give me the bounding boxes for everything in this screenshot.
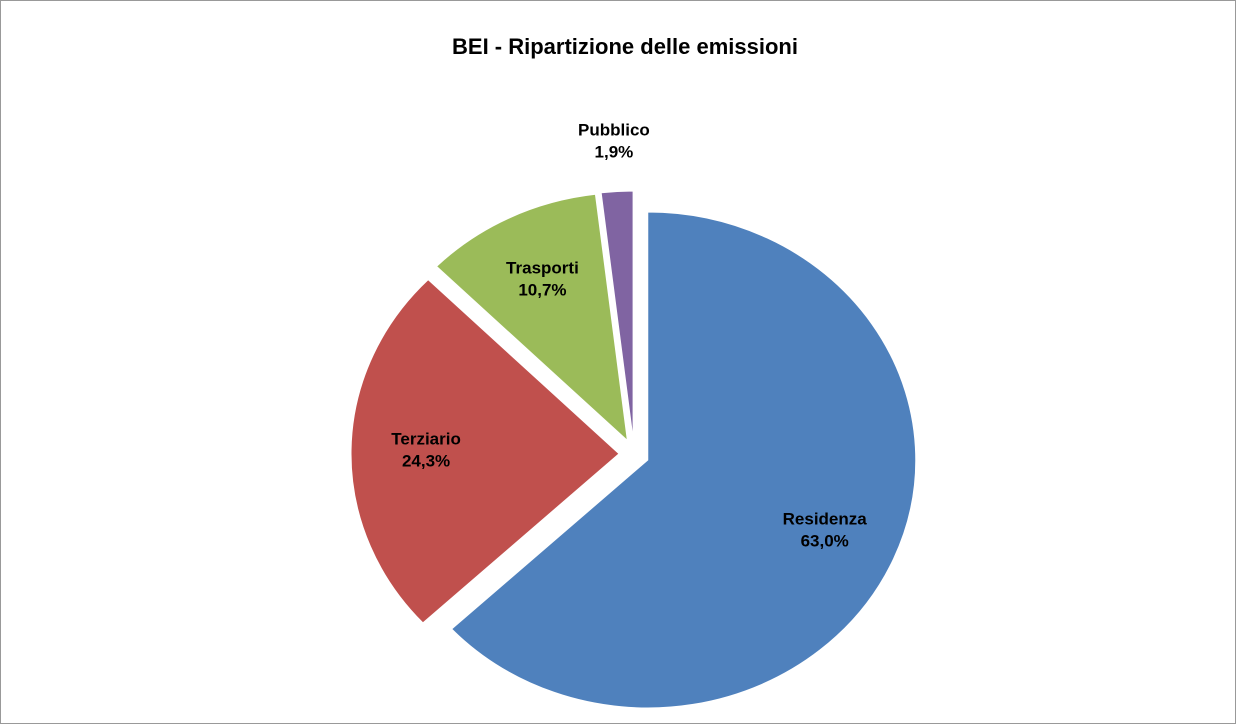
- pie-slice: [435, 193, 629, 442]
- slice-label: Pubblico: [578, 120, 650, 139]
- slice-value-label: 24,3%: [402, 452, 450, 471]
- slice-value-label: 63,0%: [801, 532, 849, 551]
- slice-label: Terziario: [391, 430, 461, 449]
- slice-label: Trasporti: [506, 259, 579, 278]
- slice-value-label: 10,7%: [518, 281, 566, 300]
- slice-label: Residenza: [783, 510, 868, 529]
- pie-slice: [600, 190, 634, 440]
- pie-slice: [350, 278, 620, 624]
- slice-value-label: 1,9%: [595, 142, 634, 161]
- pie-slice: [450, 211, 917, 709]
- chart-title: BEI - Ripartizione delle emissioni: [452, 34, 798, 59]
